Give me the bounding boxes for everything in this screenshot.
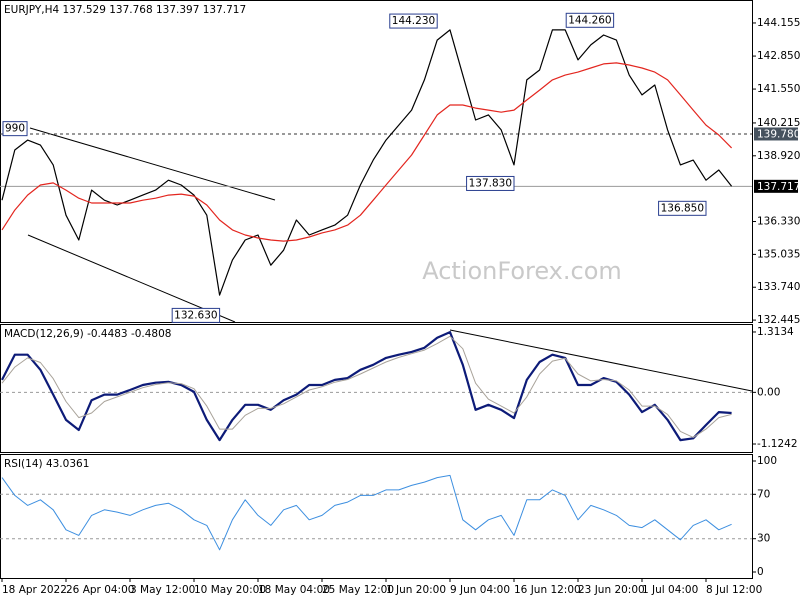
y-tick-label: 1.3134 bbox=[757, 326, 794, 338]
y-tick-label: 0.00 bbox=[757, 386, 780, 398]
y-tick-label: 140.215 bbox=[757, 117, 800, 129]
price-label: 139.780 bbox=[757, 128, 800, 140]
x-tick-label: 18 May 04:00 bbox=[258, 584, 330, 596]
y-tick-label: 135.035 bbox=[757, 248, 800, 260]
annotation-box bbox=[2, 121, 28, 137]
y-tick-label: 70 bbox=[757, 488, 770, 500]
price-label: 137.717 bbox=[757, 181, 800, 193]
panel-frame bbox=[0, 0, 753, 323]
trend-line bbox=[449, 329, 753, 392]
price-label-box bbox=[754, 179, 798, 193]
series-line bbox=[1, 62, 733, 242]
x-tick-label: 16 Jun 12:00 bbox=[514, 584, 581, 596]
x-tick-label: 3 May 12:00 bbox=[130, 584, 195, 596]
y-tick-label: 100 bbox=[757, 455, 777, 467]
x-tick-label: 26 Apr 04:00 bbox=[66, 584, 134, 596]
x-tick-label: 9 Jun 04:00 bbox=[450, 584, 510, 596]
annotation-box bbox=[466, 175, 515, 191]
annotation-box bbox=[171, 307, 221, 323]
y-tick-label: 141.550 bbox=[757, 83, 800, 95]
panel-frame bbox=[0, 454, 753, 579]
panel-frame bbox=[0, 324, 753, 453]
y-tick-label: 0 bbox=[757, 566, 764, 578]
y-tick-label: 144.155 bbox=[757, 17, 800, 29]
x-tick-label: 1 Jul 04:00 bbox=[642, 584, 698, 596]
annotation-label: 144.230 bbox=[392, 15, 435, 27]
trend-line bbox=[27, 234, 236, 323]
annotation-label: 144.260 bbox=[568, 14, 611, 26]
annotation-box bbox=[389, 13, 438, 29]
annotation-label: 137.830 bbox=[469, 177, 512, 189]
panel-title: RSI(14) 43.0361 bbox=[4, 458, 89, 470]
y-tick-label: 30 bbox=[757, 533, 770, 545]
annotation-label: 136.850 bbox=[661, 202, 704, 214]
panel-title: MACD(12,26,9) -0.4483 -0.4808 bbox=[4, 328, 171, 340]
y-tick-label: 136.330 bbox=[757, 216, 800, 228]
trend-line bbox=[29, 127, 276, 201]
x-tick-label: 8 Jul 12:00 bbox=[706, 584, 762, 596]
y-tick-label: 133.740 bbox=[757, 281, 800, 293]
x-tick-label: 18 Apr 2022 bbox=[2, 584, 67, 596]
x-tick-label: 23 Jun 20:00 bbox=[578, 584, 645, 596]
y-tick-label: -1.1242 bbox=[757, 438, 798, 450]
annotation-box bbox=[565, 12, 615, 28]
panel-title: EURJPY,H4 137.529 137.768 137.397 137.71… bbox=[4, 4, 246, 16]
series-line bbox=[1, 335, 732, 438]
y-tick-label: 138.920 bbox=[757, 150, 800, 162]
annotation-label: 990 bbox=[5, 123, 25, 135]
annotation-box bbox=[658, 200, 707, 216]
watermark: ActionForex.com bbox=[422, 257, 622, 285]
price-label-box bbox=[754, 127, 798, 141]
series-line bbox=[1, 474, 732, 551]
x-tick-label: 10 May 20:00 bbox=[194, 584, 266, 596]
y-tick-label: 142.850 bbox=[757, 50, 800, 62]
y-tick-label: 132.445 bbox=[757, 314, 800, 326]
x-tick-label: 1 Jun 20:00 bbox=[386, 584, 446, 596]
x-tick-label: 25 May 12:00 bbox=[322, 584, 394, 596]
annotation-label: 132.630 bbox=[174, 309, 217, 321]
